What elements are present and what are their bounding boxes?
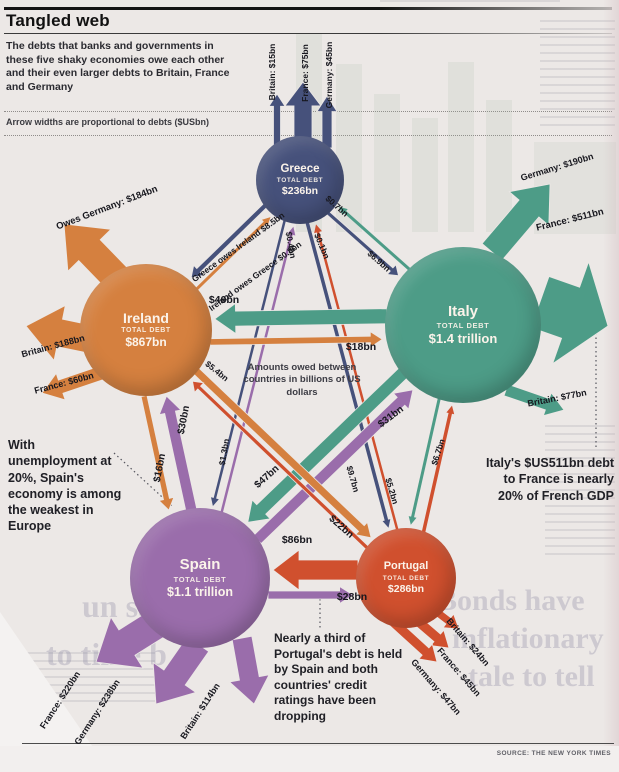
title-rule bbox=[4, 33, 612, 34]
center-note: Amounts owed between countries in billio… bbox=[243, 362, 361, 398]
spain-annotation: With unemployment at 20%, Spain's econom… bbox=[8, 438, 122, 534]
arrow-italy-portugal-head bbox=[408, 516, 417, 525]
arrow-greece-portugal-head bbox=[382, 519, 391, 528]
arrow-spain-greece bbox=[220, 232, 294, 514]
arrow-ireland-portugal bbox=[192, 367, 372, 539]
node-italy-name: Italy bbox=[447, 302, 478, 320]
arrow-spain-to-britain bbox=[228, 635, 270, 705]
arrow-italy-portugal bbox=[410, 397, 441, 520]
ghost-chart-bar bbox=[412, 118, 438, 232]
portugal-annotation: Nearly a third of Portugal's debt is hel… bbox=[274, 631, 403, 723]
node-greece-debt-label: TOTAL DEBT bbox=[276, 177, 324, 185]
label-italy-ireland: $46bn bbox=[208, 294, 240, 306]
arrow-greece-portugal bbox=[305, 221, 389, 523]
arrow-ireland-greece-head bbox=[262, 217, 271, 226]
node-greece-name: Greece bbox=[280, 162, 320, 175]
label-ireland-italy: $18bn bbox=[345, 341, 377, 353]
node-greece-total: $236bn bbox=[281, 185, 319, 198]
arrow-italy-greece bbox=[342, 209, 412, 272]
node-greece: Greece TOTAL DEBT $236bn bbox=[256, 136, 344, 224]
node-italy-total: $1.4 trillion bbox=[428, 331, 498, 347]
node-spain: Spain TOTAL DEBT $1.1 trillion bbox=[130, 508, 270, 648]
arrow-italy-spain bbox=[247, 367, 409, 523]
label-spain-portugal: $28bn bbox=[336, 591, 368, 603]
ghost-text-lines bbox=[380, 0, 560, 7]
arrow-spain-ireland bbox=[158, 395, 198, 512]
arrow-greece-to-germany bbox=[316, 95, 338, 149]
arrow-greece-spain-head bbox=[211, 497, 219, 506]
node-spain-debt-label: TOTAL DEBT bbox=[173, 574, 227, 584]
arrow-spain-greece-head bbox=[287, 226, 296, 236]
node-ireland-name: Ireland bbox=[123, 309, 169, 326]
bleed-headline: inflationary bbox=[452, 622, 604, 655]
ghost-chart-bar bbox=[486, 100, 512, 232]
arrow-italy-to-france bbox=[530, 260, 609, 365]
label-portugal-spain: $86bn bbox=[281, 534, 313, 546]
arrow-portugal-ireland bbox=[192, 380, 370, 551]
arrow-ireland-spain bbox=[140, 394, 175, 511]
arrow-spain-italy bbox=[252, 389, 414, 545]
arrow-ireland-greece bbox=[194, 220, 268, 291]
arrow-italy-ireland bbox=[214, 302, 388, 335]
arrow-italy-greece-head bbox=[339, 206, 348, 216]
arrow-greece-spain bbox=[213, 219, 287, 501]
arrow-portugal-italy-head bbox=[446, 405, 455, 415]
arrow-greece-italy bbox=[325, 210, 400, 277]
arrow-spain-portugal bbox=[267, 585, 354, 605]
arrow-portugal-spain bbox=[272, 549, 359, 591]
arrow-greece-ireland bbox=[190, 202, 269, 279]
label-greece-to-britain: Britain: $15bn bbox=[267, 43, 277, 101]
node-spain-total: $1.1 trillion bbox=[167, 584, 233, 599]
node-portugal-total: $286bn bbox=[387, 582, 425, 595]
ghost-chart-bar bbox=[336, 64, 362, 232]
arrow-portugal-greece bbox=[316, 229, 399, 531]
label-greece-to-germany: Germany: $45bn bbox=[324, 41, 334, 109]
node-spain-name: Spain bbox=[179, 556, 221, 574]
node-portugal: Portugal TOTAL DEBT $286bn bbox=[356, 528, 456, 628]
scale-note: Arrow widths are proportional to debts (… bbox=[6, 117, 210, 127]
arrow-portugal-italy bbox=[421, 411, 453, 534]
node-portugal-name: Portugal bbox=[383, 560, 429, 573]
node-portugal-debt-label: TOTAL DEBT bbox=[382, 574, 430, 582]
label-greece-to-france: France: $75bn bbox=[300, 44, 310, 102]
top-rule bbox=[4, 7, 612, 10]
ghost-text-lines bbox=[545, 425, 615, 555]
ghost-chart-bar bbox=[448, 62, 474, 232]
node-ireland-debt-label: TOTAL DEBT bbox=[121, 327, 171, 335]
arrow-italy-to-germany bbox=[481, 183, 551, 261]
node-italy: Italy TOTAL DEBT $1.4 trillion bbox=[385, 247, 541, 403]
bleed-headline: Bonds have bbox=[437, 584, 585, 617]
node-ireland-total: $867bn bbox=[125, 335, 167, 350]
scan-edge-shadow bbox=[603, 0, 619, 772]
italy-annotation: Italy's $US511bn debt to France is nearl… bbox=[485, 456, 614, 503]
page-title: Tangled web bbox=[6, 11, 110, 30]
bottom-rule bbox=[22, 743, 614, 744]
arrow-ireland-italy bbox=[209, 330, 383, 348]
arrow-portugal-greece-head bbox=[314, 224, 322, 234]
ghost-chart-bar bbox=[374, 94, 400, 232]
bottom-margin bbox=[0, 746, 619, 772]
ghost-text-lines bbox=[540, 20, 615, 130]
node-ireland: Ireland TOTAL DEBT $867bn bbox=[80, 264, 212, 396]
subtitle: The debts that banks and governments in … bbox=[6, 40, 230, 93]
bleed-headline: tale to tell bbox=[468, 660, 595, 693]
node-italy-debt-label: TOTAL DEBT bbox=[436, 321, 490, 331]
arrow-italy-to-britain bbox=[503, 383, 565, 417]
source-credit: SOURCE: THE NEW YORK TIMES bbox=[496, 750, 611, 757]
